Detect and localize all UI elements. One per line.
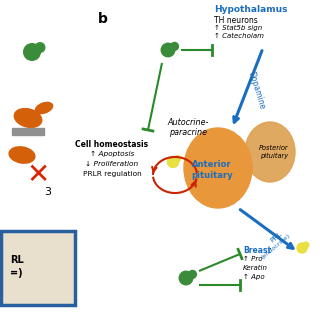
Text: Keratin: Keratin xyxy=(243,265,268,271)
Circle shape xyxy=(24,44,40,60)
Text: ↑ Apo: ↑ Apo xyxy=(243,274,265,280)
Ellipse shape xyxy=(36,102,52,114)
Text: TH neurons: TH neurons xyxy=(214,16,258,25)
Circle shape xyxy=(161,43,175,57)
Text: ↑ Stat5b sign: ↑ Stat5b sign xyxy=(214,25,262,31)
Text: Breast: Breast xyxy=(243,246,271,255)
Text: Anterior
pituitary: Anterior pituitary xyxy=(191,160,233,180)
Circle shape xyxy=(174,156,180,162)
Text: (endocrine): (endocrine) xyxy=(260,232,292,260)
Text: Cell homeostasis: Cell homeostasis xyxy=(76,140,148,149)
Text: PRL: PRL xyxy=(269,230,283,244)
Text: Dopamine: Dopamine xyxy=(246,70,266,110)
Circle shape xyxy=(171,43,179,50)
Text: 3: 3 xyxy=(44,187,52,197)
Text: ↑ Pro: ↑ Pro xyxy=(243,256,262,262)
FancyBboxPatch shape xyxy=(1,231,75,305)
Circle shape xyxy=(188,270,196,278)
Text: ✕: ✕ xyxy=(26,161,50,189)
Circle shape xyxy=(297,243,307,253)
Text: ↑ Catecholam: ↑ Catecholam xyxy=(214,33,264,39)
Text: Posterior
pituitary: Posterior pituitary xyxy=(259,145,289,159)
Ellipse shape xyxy=(184,128,252,208)
Text: ↑ Apoptosis: ↑ Apoptosis xyxy=(90,151,134,157)
Ellipse shape xyxy=(9,147,35,163)
Bar xyxy=(12,128,44,135)
Text: =): =) xyxy=(10,268,23,278)
Circle shape xyxy=(179,271,193,285)
Ellipse shape xyxy=(245,122,295,182)
Circle shape xyxy=(167,156,179,167)
Circle shape xyxy=(303,242,309,248)
Text: ↓ Proliferation: ↓ Proliferation xyxy=(85,161,139,167)
Text: RL: RL xyxy=(10,255,24,265)
Text: b: b xyxy=(98,12,108,26)
Text: PRLR regulation: PRLR regulation xyxy=(83,171,141,177)
Ellipse shape xyxy=(14,108,42,127)
Circle shape xyxy=(35,43,45,52)
Text: Autocrine-
paracrine: Autocrine- paracrine xyxy=(167,118,209,137)
Text: Hypothalamus: Hypothalamus xyxy=(214,5,287,14)
